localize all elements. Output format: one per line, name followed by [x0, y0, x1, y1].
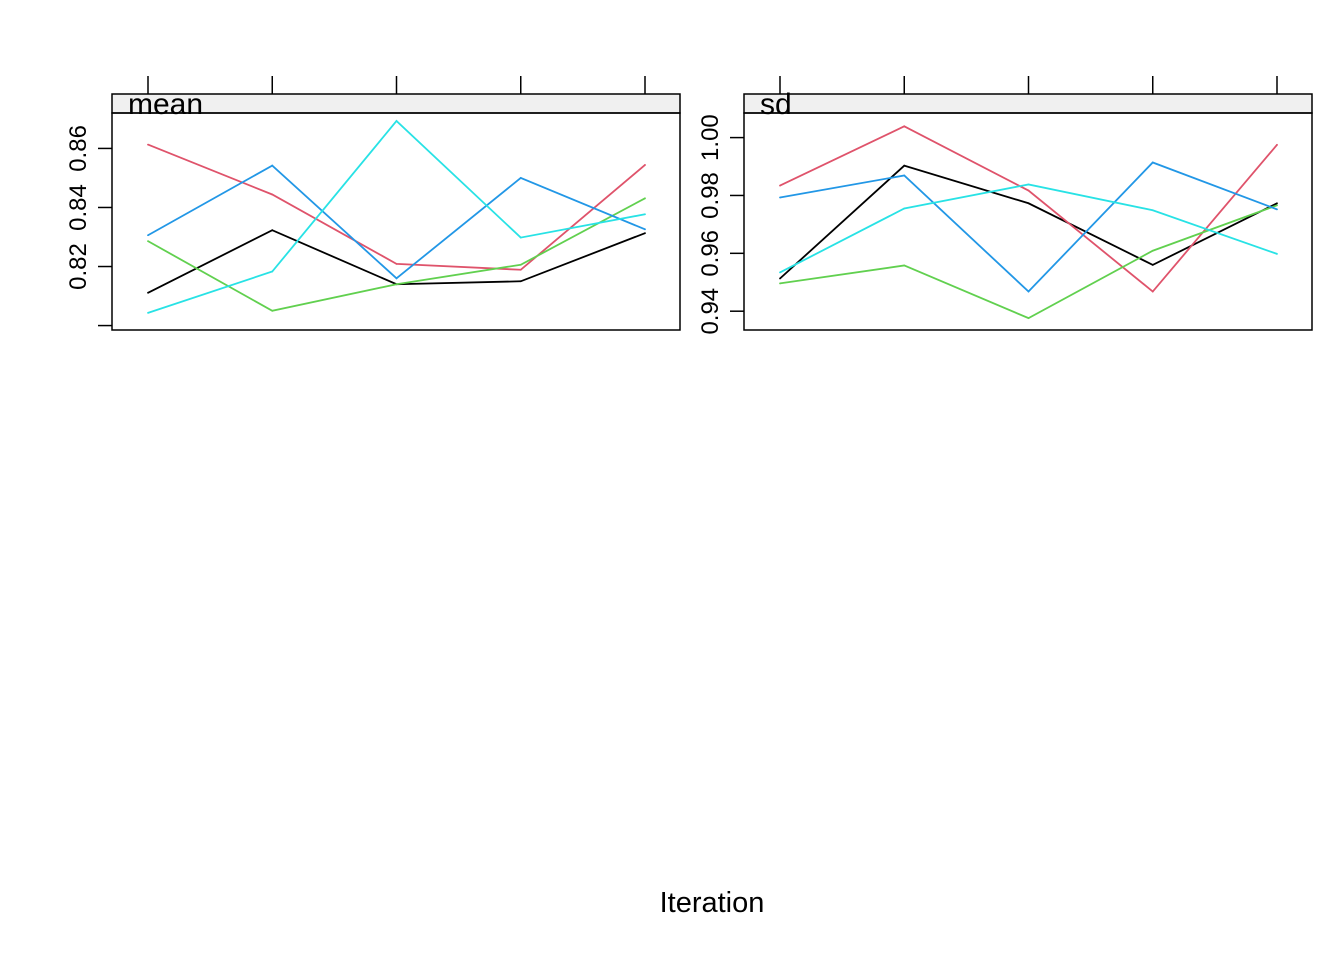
strip-sd [743, 93, 1313, 114]
data-point-sd-4-1 [779, 196, 781, 199]
data-point-sd-3-1 [779, 282, 781, 285]
data-point-mean-3-1 [147, 240, 149, 243]
series-line-sd-2 [779, 125, 1278, 293]
x-axis-ticks-sd [779, 76, 1278, 94]
y-tick-label-sd-0: 0.94 [697, 288, 724, 335]
data-point-sd-1-4 [1151, 264, 1154, 266]
y-tick-label-sd-1: 0.96 [697, 230, 724, 277]
series-lines-sd [779, 125, 1278, 320]
data-point-sd-3-3 [1027, 317, 1030, 320]
data-point-sd-5-3 [1027, 183, 1030, 186]
data-point-mean-2-3 [395, 262, 398, 265]
data-point-sd-2-2 [903, 125, 906, 128]
series-line-sd-1 [779, 164, 1278, 280]
data-point-mean-2-1 [147, 143, 149, 146]
data-point-sd-1-1 [779, 277, 781, 280]
data-point-sd-3-5 [1276, 204, 1278, 207]
data-point-sd-4-3 [1027, 290, 1030, 293]
data-point-mean-3-5 [644, 197, 646, 200]
data-point-sd-5-1 [779, 271, 781, 274]
data-point-mean-5-5 [644, 213, 646, 216]
y-tick-label-mean-2: 0.84 [65, 184, 92, 231]
data-point-mean-3-2 [271, 309, 274, 312]
data-point-sd-4-4 [1151, 161, 1154, 164]
data-point-sd-5-4 [1151, 209, 1154, 212]
panel-sd: sd 0.94 0.96 0.98 1.00 [697, 76, 1313, 335]
data-point-sd-4-2 [903, 174, 906, 177]
data-point-mean-4-3 [395, 277, 398, 280]
series-line-mean-2 [147, 143, 646, 271]
plot-frame-sd [743, 112, 1313, 331]
data-point-mean-5-1 [147, 311, 149, 314]
y-tick-label-mean-1: 0.82 [65, 243, 92, 290]
data-point-sd-1-5 [1276, 202, 1278, 205]
data-point-sd-5-5 [1276, 253, 1278, 255]
data-point-mean-5-2 [271, 270, 274, 273]
data-point-sd-2-5 [1276, 143, 1278, 146]
data-point-mean-2-4 [519, 268, 522, 271]
plot-frame-mean [111, 112, 681, 331]
y-axis-ticks-sd: 0.94 0.96 0.98 1.00 [697, 114, 744, 335]
data-point-mean-3-4 [519, 263, 522, 266]
panel-mean: mean 0.82 0.84 0.86 [65, 76, 681, 331]
data-point-mean-1-4 [519, 280, 522, 283]
data-point-mean-3-3 [395, 283, 398, 286]
series-line-sd-5 [779, 183, 1278, 274]
x-axis-label: Iteration [660, 887, 765, 919]
data-point-mean-4-5 [644, 228, 646, 231]
data-point-mean-2-5 [644, 164, 646, 166]
data-point-sd-5-2 [903, 207, 906, 210]
data-point-sd-2-1 [779, 184, 781, 187]
data-point-mean-2-2 [271, 193, 274, 196]
y-axis-ticks-mean: 0.82 0.84 0.86 [65, 125, 112, 327]
data-point-sd-1-3 [1027, 202, 1030, 205]
data-point-sd-2-3 [1027, 189, 1030, 192]
data-point-mean-4-2 [271, 164, 274, 167]
strip-label-sd: sd [760, 88, 792, 121]
data-point-sd-2-4 [1151, 290, 1154, 293]
y-tick-label-sd-2: 0.98 [697, 172, 724, 219]
data-point-sd-4-5 [1276, 208, 1278, 211]
data-point-sd-3-4 [1151, 249, 1154, 252]
data-point-mean-1-5 [644, 232, 646, 235]
y-tick-label-mean-3: 0.86 [65, 125, 92, 172]
y-tick-label-sd-3: 1.00 [697, 114, 724, 161]
data-point-mean-4-4 [519, 177, 522, 179]
data-point-mean-5-3 [395, 120, 398, 122]
x-axis-ticks-mean [147, 76, 646, 94]
data-point-mean-1-1 [147, 291, 149, 294]
strip-label-mean: mean [128, 88, 203, 121]
data-point-mean-4-1 [147, 234, 149, 237]
data-point-sd-3-2 [903, 264, 906, 267]
data-point-mean-5-4 [519, 236, 522, 239]
data-point-sd-1-2 [903, 164, 906, 167]
data-point-mean-1-2 [271, 229, 274, 232]
series-line-sd-3 [779, 204, 1278, 320]
series-lines-mean [147, 119, 646, 314]
